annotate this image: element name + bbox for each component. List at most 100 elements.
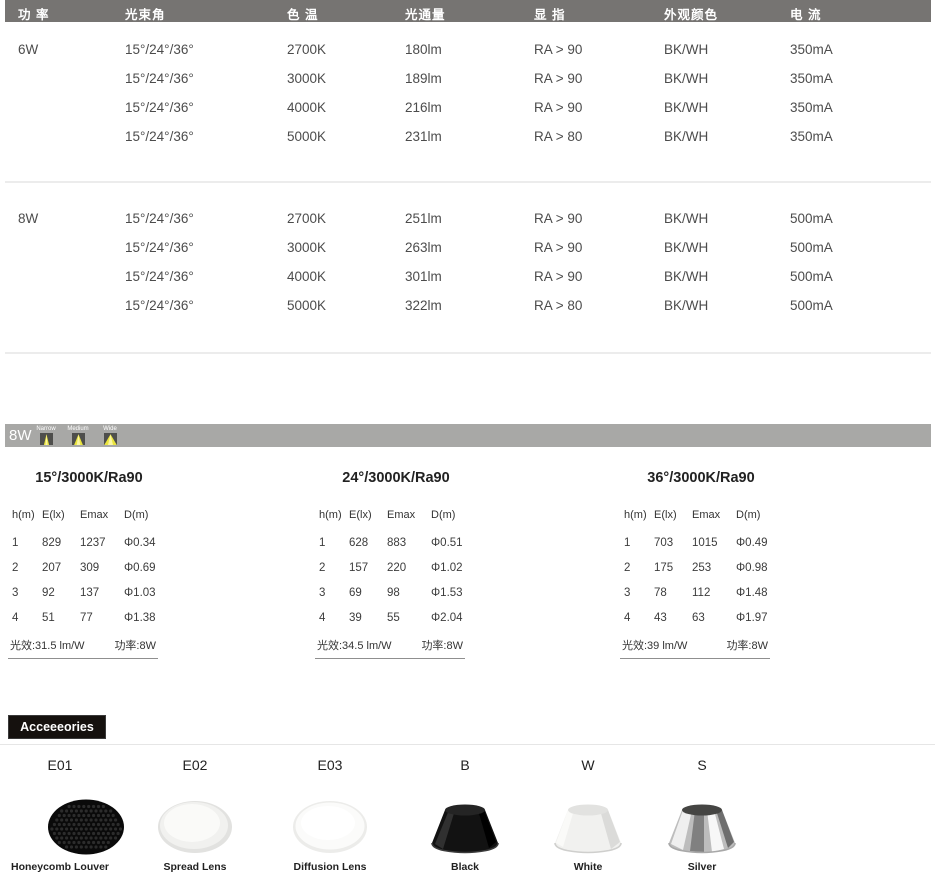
photometric-cell: 1: [319, 536, 326, 549]
photometric-cell: 137: [80, 586, 100, 599]
efficacy-value: 光效:39 lm/W: [622, 640, 688, 652]
photometric-cell: 1015: [692, 536, 718, 549]
accessory-name: Black: [450, 861, 480, 873]
photometric-row: 1 628 883 Φ0.51: [315, 530, 477, 555]
spec-cell: 189lm: [405, 71, 442, 86]
photometric-table-title: 36°/3000K/Ra90: [647, 470, 755, 486]
photometric-cell: 51: [42, 611, 55, 624]
beam-icon-medium: Medium: [63, 425, 93, 445]
photometric-row: 2 175 253 Φ0.98: [620, 555, 782, 580]
medium-beam-icon: [71, 433, 85, 445]
photometric-cell: 1: [12, 536, 19, 549]
accessories-title: Acceeeories: [20, 720, 94, 734]
photometric-cell: 253: [692, 561, 712, 574]
photometric-cell: Φ0.34: [124, 536, 156, 549]
spec-cell: 3000K: [287, 240, 327, 255]
photometric-cell: 112: [692, 586, 711, 599]
photometric-cell: 829: [42, 536, 62, 549]
spec-cell: 4000K: [287, 269, 327, 284]
photometric-cell: 39: [349, 611, 362, 624]
spec-cell: RA > 90: [534, 269, 583, 284]
beam-icon-narrow: Narrow: [31, 425, 61, 445]
photometric-row: 1 829 1237 Φ0.34: [8, 530, 170, 555]
photometric-cell: 63: [692, 611, 705, 624]
photometric-cell: 55: [387, 611, 400, 624]
photometric-table-title: 24°/3000K/Ra90: [342, 470, 450, 486]
photometric-cell: 175: [654, 561, 674, 574]
photometric-column-header: D(m): [124, 509, 149, 521]
spec-row: 15°/24°/36° 5000K 231lm RA > 80 BK/WH 350mA: [0, 129, 935, 145]
spec-row: 15°/24°/36° 3000K 263lm RA > 90 BK/WH 500mA: [0, 240, 935, 256]
photometric-cell: Φ0.49: [736, 536, 768, 549]
spec-cell: RA > 90: [534, 71, 583, 86]
photometric-cell: 157: [349, 561, 369, 574]
accessory-image: [523, 797, 653, 859]
accessory-image: [21, 797, 151, 859]
photometric-column-header: Emax: [387, 509, 416, 521]
photometric-row: 3 92 137 Φ1.03: [8, 580, 170, 605]
photometric-cell: Φ1.03: [124, 586, 156, 599]
accessory-name: Spread Lens: [163, 861, 227, 873]
spec-cell: BK/WH: [664, 240, 709, 255]
photometric-cell: 703: [654, 536, 674, 549]
spec-cell: 15°/24°/36°: [125, 71, 194, 86]
spec-cell: RA > 90: [534, 211, 583, 226]
accessory-code: B: [460, 757, 470, 773]
section-divider-middle: [5, 352, 931, 354]
spec-cell: RA > 90: [534, 42, 583, 57]
beam-icon-wide: Wide: [95, 425, 125, 445]
spec-power-cell: 6W: [18, 42, 39, 57]
accessory-code: E02: [182, 757, 208, 773]
efficacy-value: 光效:34.5 lm/W: [317, 640, 392, 652]
spec-cell: RA > 90: [534, 240, 583, 255]
spec-cell: 500mA: [790, 298, 833, 313]
photometric-cell: 78: [654, 586, 667, 599]
section-divider-top: [5, 181, 931, 183]
spec-cell: 263lm: [405, 240, 442, 255]
photometric-cell: 883: [387, 536, 407, 549]
photometric-table-head: h(m) E(lx) Emax D(m): [620, 503, 782, 527]
spec-cell: BK/WH: [664, 269, 709, 284]
spec-column-header: 显 指: [534, 8, 566, 22]
accessory-name: White: [573, 861, 603, 873]
spec-cell: 2700K: [287, 211, 327, 226]
photometric-cell: 4: [319, 611, 326, 624]
photometric-row: 4 51 77 Φ1.38: [8, 605, 170, 630]
photometric-cell: Φ1.48: [736, 586, 768, 599]
accessory-code: E03: [317, 757, 343, 773]
photometric-cell: 3: [624, 586, 631, 599]
power-value: 功率:8W: [421, 640, 463, 652]
spec-cell: RA > 80: [534, 129, 583, 144]
photometric-row: 1 703 1015 Φ0.49: [620, 530, 782, 555]
spec-cell: BK/WH: [664, 42, 709, 57]
photometric-column-header: E(lx): [42, 509, 65, 521]
photometric-cell: 2: [319, 561, 326, 574]
spec-column-header: 功 率: [18, 8, 50, 22]
photometric-cell: 628: [349, 536, 369, 549]
spec-cell: BK/WH: [664, 100, 709, 115]
spec-cell: BK/WH: [664, 129, 709, 144]
photometric-footer: 光效:34.5 lm/W 功率:8W: [315, 637, 465, 659]
black-reflector-icon: [431, 804, 499, 854]
spec-cell: 3000K: [287, 71, 327, 86]
photometric-row: 3 69 98 Φ1.53: [315, 580, 477, 605]
diffusion-lens-icon: [293, 801, 367, 853]
spec-cell: 5000K: [287, 129, 327, 144]
photometric-cell: 98: [387, 586, 400, 599]
accessory-item: E01 Honeycomb Louver: [0, 757, 125, 873]
spec-cell: 15°/24°/36°: [125, 298, 194, 313]
accessory-item: W White: [523, 757, 653, 873]
accessory-image: [400, 797, 530, 859]
white-reflector-icon: [554, 804, 622, 854]
spec-row: 15°/24°/36° 5000K 322lm RA > 80 BK/WH 500mA: [0, 298, 935, 314]
spec-column-header: 电 流: [790, 8, 822, 22]
spec-power-cell: 8W: [18, 211, 39, 226]
spec-column-header: 外观颜色: [664, 8, 719, 22]
photometric-row: 2 207 309 Φ0.69: [8, 555, 170, 580]
spec-cell: 350mA: [790, 71, 833, 86]
spec-cell: 500mA: [790, 240, 833, 255]
photometric-column-header: h(m): [624, 509, 647, 521]
photometric-table-head: h(m) E(lx) Emax D(m): [315, 503, 477, 527]
spec-row: 15°/24°/36° 4000K 216lm RA > 90 BK/WH 350mA: [0, 100, 935, 116]
spec-cell: BK/WH: [664, 211, 709, 226]
